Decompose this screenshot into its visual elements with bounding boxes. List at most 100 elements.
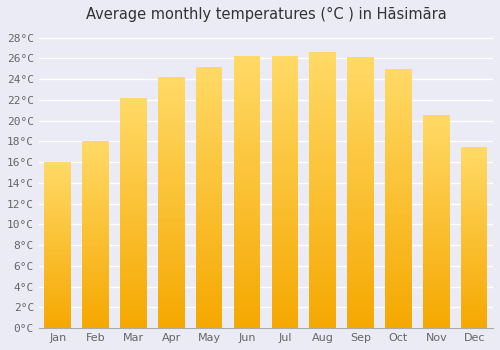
- Bar: [310, 174, 336, 179]
- Bar: [44, 278, 71, 282]
- Bar: [310, 223, 336, 229]
- Bar: [310, 190, 336, 196]
- Bar: [423, 294, 450, 299]
- Bar: [423, 311, 450, 315]
- Bar: [385, 193, 411, 198]
- Bar: [348, 225, 374, 231]
- Bar: [385, 152, 411, 157]
- Bar: [196, 260, 222, 265]
- Bar: [423, 260, 450, 264]
- Bar: [461, 310, 487, 314]
- Bar: [272, 263, 298, 268]
- Bar: [348, 79, 374, 84]
- Bar: [385, 157, 411, 162]
- Bar: [272, 209, 298, 214]
- Bar: [120, 231, 146, 236]
- Bar: [196, 197, 222, 203]
- Bar: [82, 242, 109, 246]
- Bar: [234, 149, 260, 154]
- Bar: [196, 250, 222, 255]
- Bar: [120, 208, 146, 213]
- Bar: [348, 133, 374, 139]
- Bar: [82, 287, 109, 291]
- Bar: [272, 203, 298, 209]
- Bar: [82, 280, 109, 284]
- Bar: [82, 179, 109, 182]
- Bar: [120, 278, 146, 282]
- Bar: [348, 74, 374, 79]
- Bar: [348, 317, 374, 323]
- Bar: [423, 214, 450, 218]
- Bar: [461, 259, 487, 263]
- Bar: [423, 243, 450, 247]
- Bar: [385, 297, 411, 302]
- Bar: [423, 252, 450, 256]
- Bar: [158, 77, 184, 82]
- Bar: [234, 181, 260, 187]
- Bar: [310, 284, 336, 289]
- Bar: [272, 317, 298, 323]
- Bar: [423, 299, 450, 303]
- Bar: [158, 183, 184, 188]
- Bar: [272, 268, 298, 274]
- Bar: [272, 56, 298, 62]
- Bar: [44, 292, 71, 295]
- Bar: [44, 272, 71, 275]
- Bar: [234, 67, 260, 73]
- Bar: [461, 197, 487, 201]
- Bar: [234, 192, 260, 198]
- Bar: [82, 284, 109, 287]
- Bar: [120, 213, 146, 218]
- Bar: [310, 185, 336, 190]
- Bar: [272, 62, 298, 67]
- Bar: [120, 112, 146, 116]
- Bar: [461, 230, 487, 234]
- Bar: [120, 139, 146, 144]
- Bar: [196, 114, 222, 119]
- Bar: [196, 271, 222, 276]
- Bar: [234, 198, 260, 203]
- Bar: [120, 314, 146, 319]
- Bar: [423, 230, 450, 235]
- Bar: [158, 193, 184, 198]
- Bar: [310, 140, 336, 146]
- Bar: [120, 107, 146, 112]
- Bar: [461, 226, 487, 230]
- Bar: [310, 306, 336, 312]
- Bar: [196, 135, 222, 140]
- Bar: [423, 192, 450, 196]
- Bar: [461, 219, 487, 223]
- Bar: [461, 317, 487, 321]
- Bar: [423, 124, 450, 128]
- Bar: [423, 277, 450, 281]
- Bar: [461, 292, 487, 295]
- Bar: [44, 252, 71, 255]
- Bar: [348, 171, 374, 176]
- Bar: [272, 100, 298, 105]
- Bar: [385, 318, 411, 323]
- Bar: [385, 105, 411, 110]
- Bar: [82, 160, 109, 164]
- Bar: [158, 158, 184, 162]
- Bar: [120, 241, 146, 245]
- Bar: [272, 105, 298, 111]
- Bar: [196, 224, 222, 229]
- Bar: [158, 208, 184, 213]
- Bar: [196, 140, 222, 145]
- Bar: [385, 307, 411, 313]
- Bar: [120, 126, 146, 130]
- Bar: [158, 303, 184, 308]
- Bar: [348, 117, 374, 122]
- Bar: [461, 299, 487, 303]
- Bar: [461, 248, 487, 252]
- Bar: [82, 164, 109, 168]
- Bar: [348, 128, 374, 133]
- Bar: [385, 100, 411, 105]
- Bar: [310, 207, 336, 212]
- Bar: [196, 77, 222, 82]
- Bar: [234, 236, 260, 241]
- Bar: [44, 282, 71, 285]
- Bar: [272, 116, 298, 121]
- Bar: [196, 171, 222, 176]
- Bar: [385, 219, 411, 224]
